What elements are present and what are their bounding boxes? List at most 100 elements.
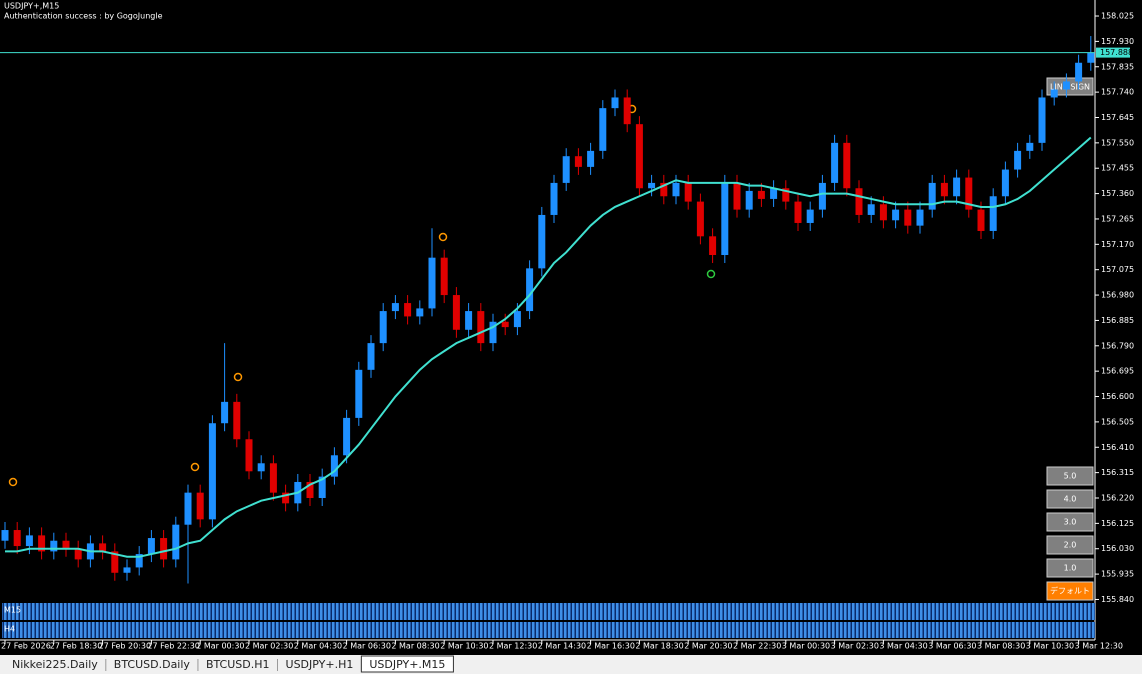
candle-body [111,551,119,573]
zoom-button-label[interactable]: デフォルト [1050,586,1090,596]
panel-label: H4 [4,625,15,634]
candle-body [1014,150,1022,170]
signals [8,104,716,487]
zoom-button[interactable] [1046,581,1094,601]
candle-body [648,182,656,189]
candle-body [465,311,473,330]
candle-body [330,455,338,477]
candle-body [526,268,534,312]
zoom-button-label[interactable]: 1.0 [1064,564,1077,573]
candle-body [831,142,839,183]
y-tick-label: 157.265 [1101,214,1134,223]
zoom-button[interactable] [1046,535,1094,555]
candle-body [550,182,558,215]
candle-body [696,201,704,237]
candle-body [391,303,399,312]
candle-body [416,308,424,317]
y-tick-label: 156.790 [1101,341,1134,350]
candle-body [989,196,997,231]
candle-body [513,311,521,328]
candle-body [721,182,729,256]
x-tick-label: 2 Mar 18:30 [635,642,683,651]
tab-bar [0,655,1142,674]
tab-label[interactable]: USDJPY+.H1 [286,658,354,671]
candle-body [13,530,21,547]
candle-body [25,535,33,547]
zoom-button-label[interactable]: 3.0 [1064,518,1077,527]
candle-body [50,540,58,552]
candle-body [62,540,70,549]
candle-body [489,321,497,344]
signal [233,372,243,382]
x-tick-label: 27 Feb 22:30 [147,642,199,651]
x-tick-label: 3 Mar 04:30 [879,642,927,651]
zoom-button-label[interactable]: 4.0 [1064,495,1077,504]
line-sign-label[interactable]: LINE SIGN [1050,83,1090,92]
candle-body [160,538,168,560]
y-tick-label: 156.505 [1101,417,1134,426]
candle-body [404,303,412,317]
zoom-button[interactable] [1046,489,1094,509]
candle-body [916,209,924,226]
zoom-button[interactable] [1046,558,1094,578]
tab-label[interactable]: BTCUSD.Daily [114,658,191,671]
candle-body [343,417,351,456]
candle-body [574,156,582,167]
x-tick-label: 3 Mar 12:30 [1075,642,1123,651]
y-tick-label: 155.935 [1101,570,1134,579]
y-tick-label: 155.840 [1101,595,1134,604]
active-tab[interactable] [360,655,454,673]
candle-body [892,209,900,221]
signal [8,477,18,487]
candle-body [38,535,46,552]
x-tick-label: 2 Mar 14:30 [538,642,586,651]
candle-body [1075,62,1083,82]
last-price-box [1096,47,1130,58]
chart-symbol: USDJPY+,M15 [4,2,59,11]
x-tick-label: 3 Mar 02:30 [831,642,879,651]
x-tick-label: 3 Mar 06:30 [928,642,976,651]
y-tick-label: 156.315 [1101,468,1134,477]
zoom-button[interactable] [1046,466,1094,486]
x-tick-label: 2 Mar 16:30 [587,642,635,651]
tab-label[interactable]: BTCUSD.H1 [206,658,270,671]
chart-background [0,0,1142,655]
y-tick-label: 157.455 [1101,164,1134,173]
tab-label[interactable]: USDJPY+.M15 [369,658,445,671]
candle-body [233,401,241,440]
candle-body [611,97,619,109]
candle-body [501,321,509,328]
x-tick-label: 2 Mar 10:30 [440,642,488,651]
zoom-button-label[interactable]: 2.0 [1064,541,1077,550]
candle-body [623,97,631,125]
candle-body [147,538,155,555]
y-tick-label: 157.170 [1101,240,1134,249]
candle-body [208,423,216,520]
candle-body [1,530,9,541]
candle-body [953,177,961,197]
zoom-button-label[interactable]: 5.0 [1064,472,1077,481]
candle-body [538,214,546,269]
zoom-button[interactable] [1046,512,1094,532]
candle-body [940,182,948,197]
x-tick-label: 27 Feb 18:30 [50,642,102,651]
signal [438,232,448,242]
y-tick-label: 156.980 [1101,291,1134,300]
candle-body [1026,142,1034,151]
candle-body [879,204,887,221]
candle-body [660,182,668,197]
candle-body [318,476,326,498]
tab-label[interactable]: Nikkei225.Daily [12,658,98,671]
candle-body [1062,81,1070,90]
y-tick-label: 158.025 [1101,12,1134,21]
candle-body [184,492,192,525]
candle-body [1038,97,1046,143]
candle-body [684,182,692,202]
candle-body [196,492,204,520]
candle-body [477,311,485,344]
candle-body [452,295,460,330]
candle-body [440,257,448,296]
candle-body [855,188,863,215]
moving-average [5,136,1092,558]
line-sign-button[interactable] [1046,77,1094,96]
